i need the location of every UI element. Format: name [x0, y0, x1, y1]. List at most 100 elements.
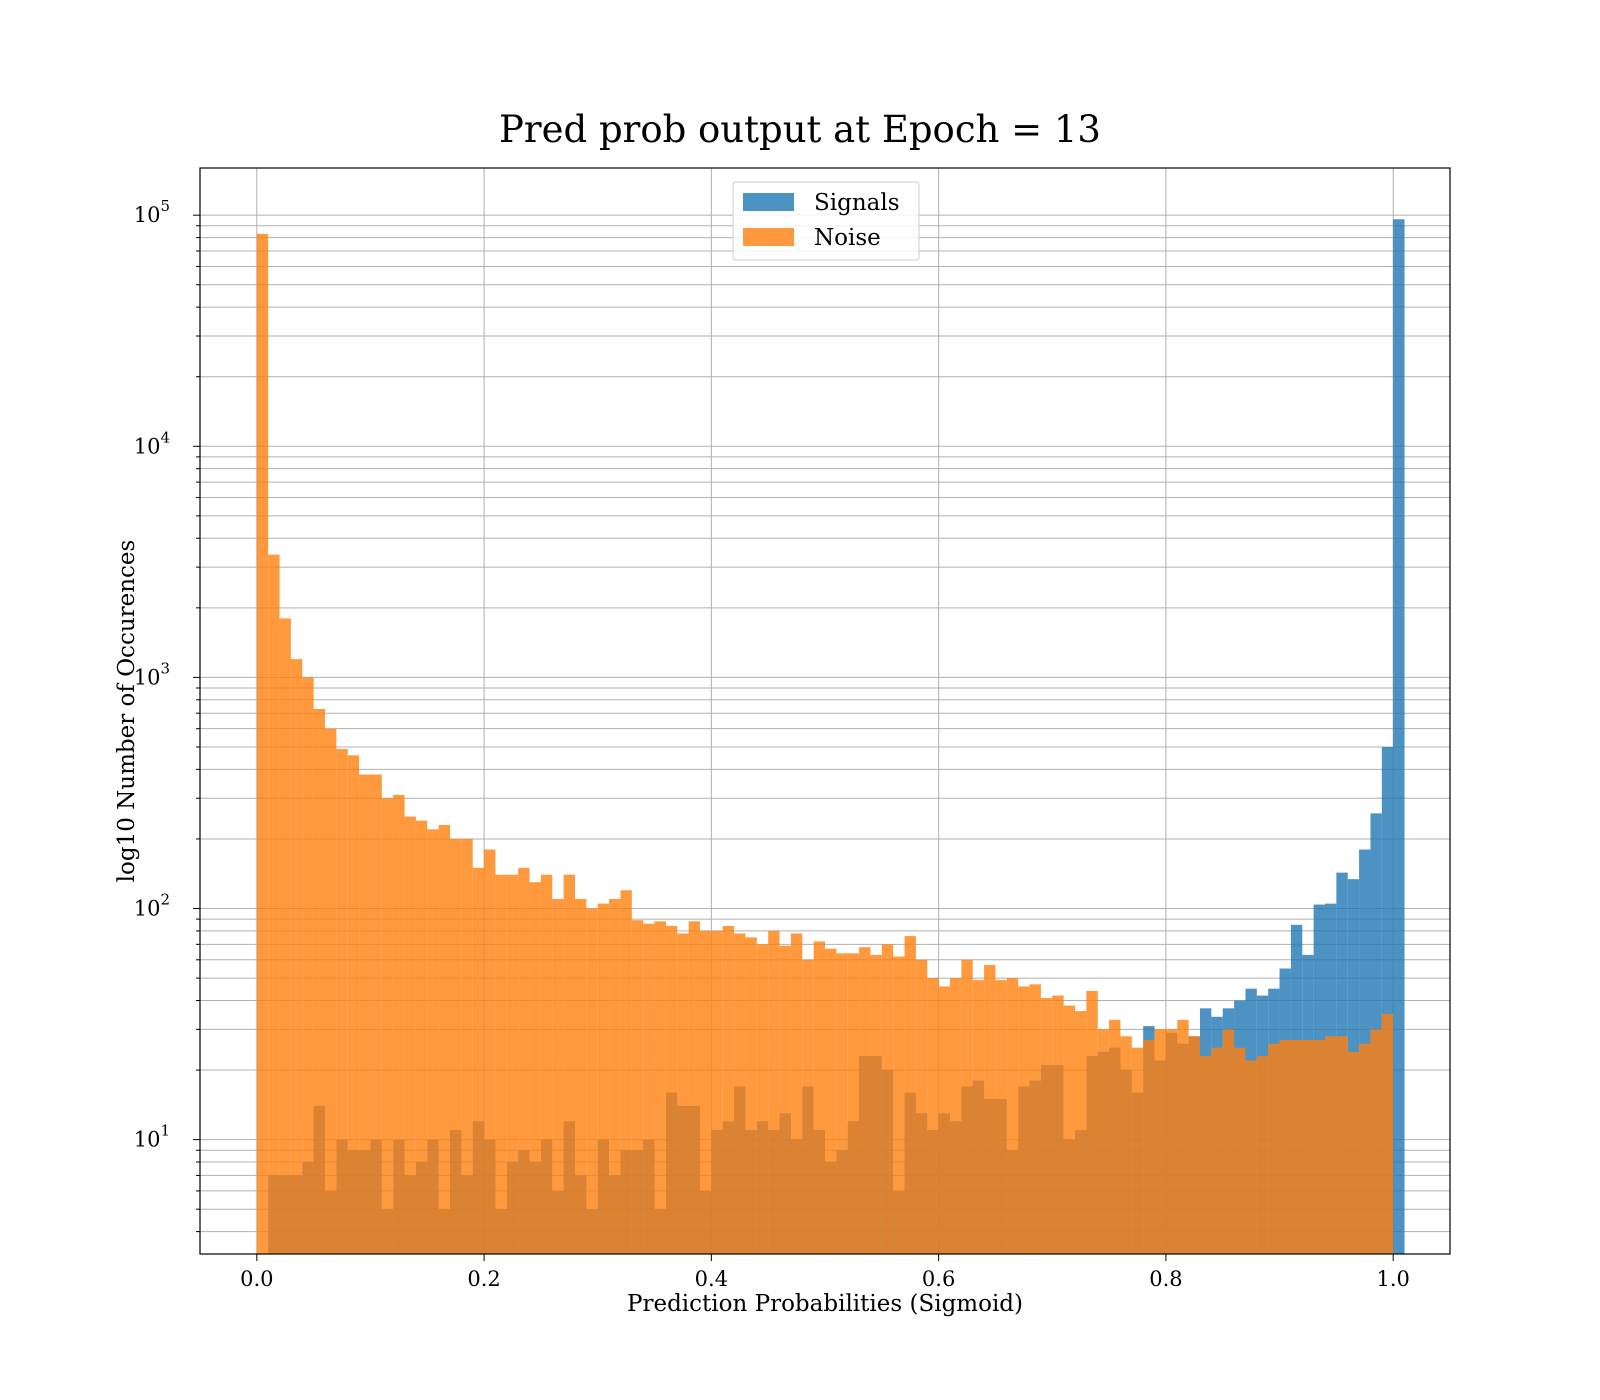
x-tick-label: 0.0 [240, 1267, 273, 1291]
noise-bar [995, 980, 1007, 1254]
y-tick-label-base: 10 [134, 434, 161, 458]
y-axis-label: log10 Number of Occurences [114, 540, 140, 883]
noise-bar [506, 874, 519, 1254]
y-tick-label: 102 [134, 891, 170, 921]
noise-bar [950, 978, 962, 1254]
noise-bar [1313, 1039, 1325, 1254]
y-tick-label-base: 10 [134, 203, 161, 227]
noise-bar [404, 816, 416, 1254]
noise-bar [1336, 1036, 1348, 1254]
x-tick-label: 0.8 [1149, 1267, 1182, 1291]
legend-label-noise: Noise [814, 225, 881, 251]
noise-bar [1177, 1019, 1189, 1254]
noise-bar [1188, 1036, 1200, 1254]
noise-bar [1347, 1051, 1360, 1254]
noise-bar [268, 554, 280, 1254]
noise-bar [893, 956, 905, 1254]
noise-bar [472, 867, 485, 1254]
noise-bar [438, 824, 450, 1254]
noise-bar [1120, 1036, 1132, 1254]
noise-bar [927, 978, 939, 1254]
x-axis-label: Prediction Probabilities (Sigmoid) [627, 1291, 1023, 1317]
noise-bar [847, 953, 860, 1254]
bars [256, 219, 1405, 1254]
noise-bar [1154, 1029, 1166, 1254]
noise-bar [904, 936, 916, 1254]
noise-bar [1097, 1029, 1110, 1254]
y-tick-label-base: 10 [134, 1128, 161, 1152]
noise-bar [529, 882, 541, 1254]
noise-bar [734, 933, 746, 1254]
noise-bar [1211, 1047, 1223, 1254]
y-tick-label: 104 [134, 428, 170, 458]
noise-bar [313, 708, 325, 1254]
noise-bar [540, 874, 553, 1254]
noise-bar [938, 986, 950, 1254]
noise-bar [495, 874, 507, 1254]
noise-bar [336, 749, 348, 1254]
noise-bar [1245, 1060, 1257, 1254]
noise-bar [552, 898, 564, 1254]
noise-bar [654, 921, 666, 1254]
noise-bar [881, 944, 894, 1254]
noise-bar [290, 659, 303, 1254]
noise-bar [586, 908, 598, 1254]
noise-bar [745, 937, 757, 1254]
noise-bar [1086, 990, 1098, 1254]
noise-bar [415, 820, 428, 1254]
noise-bar [1075, 1011, 1087, 1254]
noise-bar [643, 923, 655, 1254]
noise-bar [677, 933, 689, 1254]
x-tick-label: 0.4 [695, 1267, 728, 1291]
noise-bar [688, 921, 700, 1254]
noise-bar [1325, 1036, 1337, 1254]
noise-bar [1029, 984, 1041, 1254]
plot-frame [199, 167, 1451, 1255]
legend-swatch-noise [743, 228, 794, 246]
noise-bar [1279, 1039, 1291, 1254]
y-tick-label-exp: 4 [160, 428, 170, 446]
noise-bar [370, 774, 382, 1254]
noise-bar [1165, 1029, 1178, 1254]
x-tick-label: 0.2 [467, 1267, 500, 1291]
noise-bar [1131, 1047, 1144, 1254]
y-tick-label: 103 [134, 659, 170, 689]
noise-bar [484, 849, 496, 1254]
y-tick-label-exp: 3 [160, 659, 170, 677]
noise-bar [1063, 1005, 1075, 1254]
signals-bar [1381, 746, 1394, 1254]
y-tick-label: 101 [134, 1122, 170, 1152]
noise-bar [711, 930, 723, 1254]
noise-bar [1370, 1029, 1382, 1254]
noise-bar [722, 926, 735, 1254]
noise-bar [1040, 998, 1053, 1254]
y-tick-label-exp: 5 [160, 197, 170, 215]
noise-bar [1222, 1029, 1235, 1254]
noise-bar [836, 953, 848, 1254]
noise-bar [620, 890, 632, 1254]
y-tick-label-base: 10 [134, 665, 161, 689]
noise-bar [768, 930, 780, 1254]
noise-bar [1256, 1056, 1269, 1254]
noise-bar [631, 920, 644, 1254]
x-tick-label: 1.0 [1376, 1267, 1409, 1291]
noise-bar [347, 755, 360, 1254]
noise-bar [256, 233, 269, 1254]
noise-bar [1290, 1039, 1303, 1254]
noise-bar [779, 945, 791, 1254]
noise-bar [563, 874, 575, 1254]
noise-bar [870, 954, 882, 1254]
noise-bar [1381, 1013, 1394, 1254]
noise-bar [756, 944, 769, 1254]
noise-bar [359, 774, 371, 1254]
noise-bar [381, 798, 394, 1254]
noise-bar [915, 959, 928, 1254]
noise-bar [1200, 1056, 1212, 1254]
noise-bar [1234, 1047, 1246, 1254]
y-tick-label-exp: 2 [160, 891, 170, 909]
noise-bar [393, 794, 405, 1254]
x-tick-label: 0.6 [922, 1267, 955, 1291]
noise-bar [665, 926, 678, 1254]
